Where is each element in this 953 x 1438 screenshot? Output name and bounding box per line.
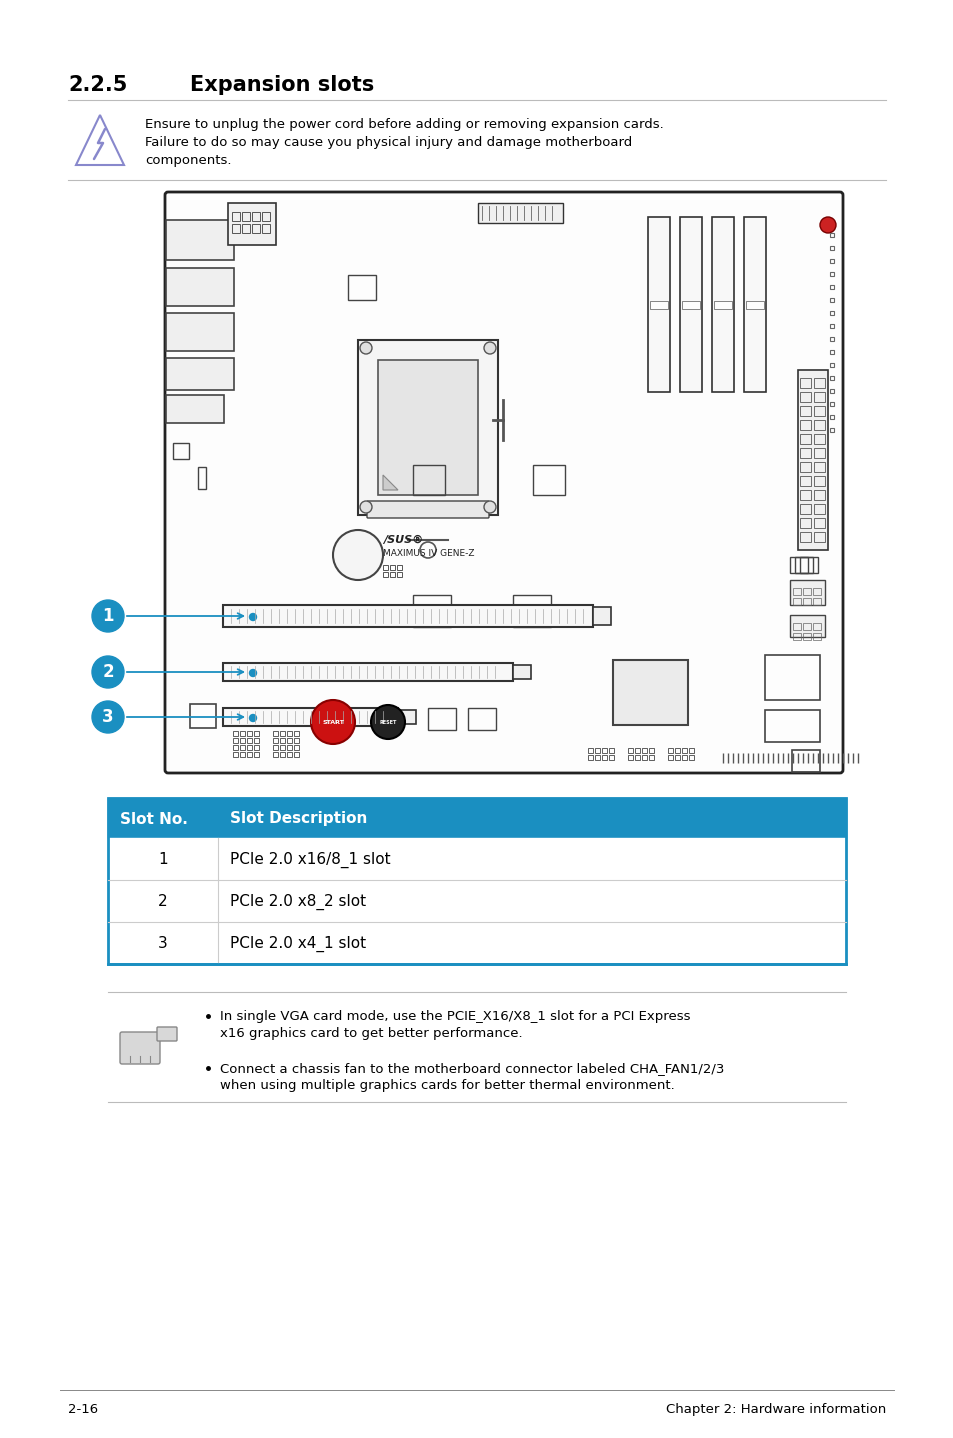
FancyBboxPatch shape bbox=[108, 880, 845, 922]
FancyBboxPatch shape bbox=[166, 267, 233, 306]
Text: PCIe 2.0 x8_2 slot: PCIe 2.0 x8_2 slot bbox=[230, 894, 366, 910]
Text: 1: 1 bbox=[102, 607, 113, 626]
FancyBboxPatch shape bbox=[647, 217, 669, 393]
FancyBboxPatch shape bbox=[789, 615, 824, 637]
FancyBboxPatch shape bbox=[367, 500, 489, 518]
FancyBboxPatch shape bbox=[228, 203, 275, 244]
FancyBboxPatch shape bbox=[789, 580, 824, 605]
Text: Slot No.: Slot No. bbox=[120, 811, 188, 827]
Text: PCIe 2.0 x16/8_1 slot: PCIe 2.0 x16/8_1 slot bbox=[230, 851, 390, 869]
Text: 2: 2 bbox=[102, 663, 113, 682]
Text: MAXIMUS IV GENE-Z: MAXIMUS IV GENE-Z bbox=[382, 549, 474, 558]
Text: Ensure to unplug the power cord before adding or removing expansion cards.: Ensure to unplug the power cord before a… bbox=[145, 118, 663, 131]
Polygon shape bbox=[382, 475, 397, 490]
FancyBboxPatch shape bbox=[797, 370, 827, 549]
Text: Failure to do so may cause you physical injury and damage motherboard: Failure to do so may cause you physical … bbox=[145, 137, 632, 150]
Text: /SUS®: /SUS® bbox=[382, 535, 423, 545]
Circle shape bbox=[250, 715, 256, 722]
FancyBboxPatch shape bbox=[108, 922, 845, 963]
FancyBboxPatch shape bbox=[377, 360, 477, 495]
Text: 3: 3 bbox=[102, 707, 113, 726]
FancyBboxPatch shape bbox=[120, 1032, 160, 1064]
FancyBboxPatch shape bbox=[166, 395, 224, 423]
FancyBboxPatch shape bbox=[223, 707, 397, 726]
FancyBboxPatch shape bbox=[397, 710, 416, 723]
FancyBboxPatch shape bbox=[108, 838, 845, 880]
FancyBboxPatch shape bbox=[166, 358, 233, 390]
Circle shape bbox=[359, 342, 372, 354]
FancyBboxPatch shape bbox=[108, 798, 845, 838]
FancyBboxPatch shape bbox=[157, 1027, 177, 1041]
Text: 2.2.5: 2.2.5 bbox=[68, 75, 128, 95]
Circle shape bbox=[359, 500, 372, 513]
FancyBboxPatch shape bbox=[166, 220, 233, 260]
Circle shape bbox=[820, 217, 835, 233]
Text: 2-16: 2-16 bbox=[68, 1403, 98, 1416]
Circle shape bbox=[483, 500, 496, 513]
FancyBboxPatch shape bbox=[513, 664, 531, 679]
Text: In single VGA card mode, use the PCIE_X16/X8_1 slot for a PCI Express: In single VGA card mode, use the PCIE_X1… bbox=[220, 1009, 690, 1022]
Text: Slot Description: Slot Description bbox=[230, 811, 367, 827]
Circle shape bbox=[91, 600, 124, 631]
FancyBboxPatch shape bbox=[223, 605, 593, 627]
Text: RESET: RESET bbox=[379, 719, 396, 725]
FancyBboxPatch shape bbox=[679, 217, 701, 393]
Text: PCIe 2.0 x4_1 slot: PCIe 2.0 x4_1 slot bbox=[230, 936, 366, 952]
Text: START: START bbox=[322, 719, 344, 725]
FancyBboxPatch shape bbox=[166, 313, 233, 351]
Text: x16 graphics card to get better performance.: x16 graphics card to get better performa… bbox=[220, 1027, 522, 1040]
Circle shape bbox=[91, 656, 124, 687]
FancyBboxPatch shape bbox=[713, 301, 731, 309]
Text: 1: 1 bbox=[158, 853, 168, 867]
FancyBboxPatch shape bbox=[165, 193, 842, 774]
FancyBboxPatch shape bbox=[477, 203, 562, 223]
Text: Chapter 2: Hardware information: Chapter 2: Hardware information bbox=[665, 1403, 885, 1416]
FancyBboxPatch shape bbox=[357, 339, 497, 515]
Circle shape bbox=[311, 700, 355, 743]
FancyBboxPatch shape bbox=[223, 663, 513, 682]
Text: 3: 3 bbox=[158, 936, 168, 952]
FancyBboxPatch shape bbox=[613, 660, 687, 725]
Text: Connect a chassis fan to the motherboard connector labeled CHA_FAN1/2/3: Connect a chassis fan to the motherboard… bbox=[220, 1063, 723, 1076]
Circle shape bbox=[371, 705, 405, 739]
Circle shape bbox=[333, 531, 382, 580]
FancyBboxPatch shape bbox=[711, 217, 733, 393]
FancyBboxPatch shape bbox=[743, 217, 765, 393]
Circle shape bbox=[91, 700, 124, 733]
Text: components.: components. bbox=[145, 154, 232, 167]
FancyBboxPatch shape bbox=[745, 301, 763, 309]
Circle shape bbox=[250, 670, 256, 676]
Circle shape bbox=[250, 614, 256, 621]
FancyBboxPatch shape bbox=[681, 301, 700, 309]
FancyBboxPatch shape bbox=[649, 301, 667, 309]
FancyBboxPatch shape bbox=[593, 607, 610, 626]
Text: when using multiple graphics cards for better thermal environment.: when using multiple graphics cards for b… bbox=[220, 1078, 674, 1091]
Text: Expansion slots: Expansion slots bbox=[190, 75, 374, 95]
Text: 2: 2 bbox=[158, 894, 168, 909]
Circle shape bbox=[483, 342, 496, 354]
